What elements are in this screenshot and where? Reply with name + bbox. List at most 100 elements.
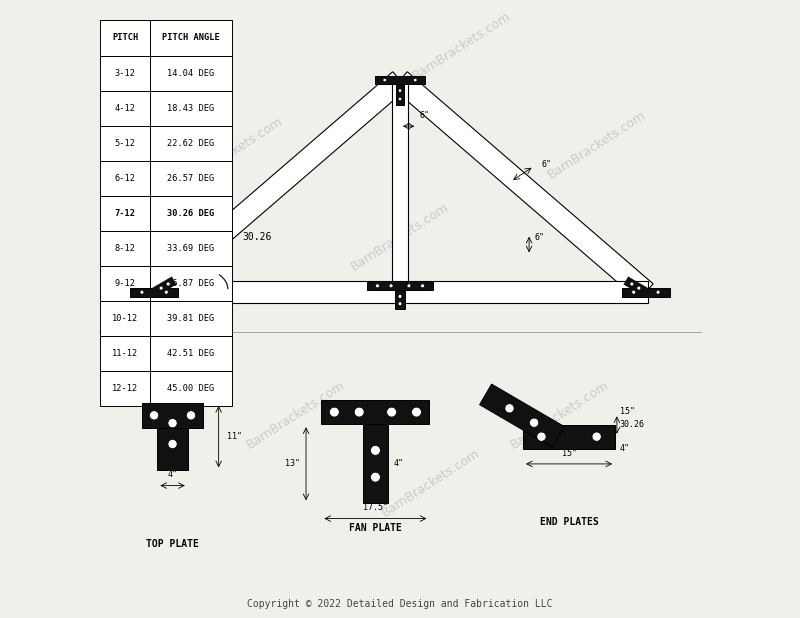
Text: 30.26: 30.26	[242, 232, 272, 242]
Circle shape	[370, 472, 380, 482]
Circle shape	[407, 284, 411, 288]
Bar	[150, 125, 231, 161]
Circle shape	[637, 286, 641, 290]
FancyBboxPatch shape	[395, 290, 405, 309]
Bar	[150, 56, 231, 91]
Text: BarnBrackets.com: BarnBrackets.com	[244, 379, 347, 452]
Text: 5-12: 5-12	[114, 138, 136, 148]
FancyBboxPatch shape	[158, 403, 188, 470]
Circle shape	[150, 411, 158, 420]
Circle shape	[411, 407, 422, 417]
Bar	[100, 196, 150, 231]
Text: 33.69 DEG: 33.69 DEG	[167, 243, 214, 253]
Bar	[100, 371, 150, 406]
Circle shape	[632, 290, 636, 294]
Text: 36.87 DEG: 36.87 DEG	[167, 279, 214, 288]
FancyBboxPatch shape	[142, 403, 203, 428]
Circle shape	[386, 407, 397, 417]
Text: 6": 6"	[420, 111, 430, 120]
Text: BarnBrackets.com: BarnBrackets.com	[508, 379, 611, 452]
Circle shape	[592, 432, 602, 441]
Circle shape	[159, 286, 163, 290]
Polygon shape	[393, 72, 653, 300]
Circle shape	[421, 284, 425, 288]
FancyBboxPatch shape	[322, 400, 430, 425]
Text: BarnBrackets.com: BarnBrackets.com	[546, 108, 648, 181]
Bar	[150, 266, 231, 301]
FancyBboxPatch shape	[396, 84, 404, 105]
Circle shape	[398, 294, 402, 298]
Text: 12-12: 12-12	[112, 384, 138, 393]
Text: END PLATES: END PLATES	[540, 517, 598, 527]
Text: 6": 6"	[534, 233, 544, 242]
Text: 11-12: 11-12	[112, 349, 138, 358]
Circle shape	[330, 407, 339, 417]
Bar	[100, 336, 150, 371]
Bar	[100, 20, 150, 56]
Circle shape	[375, 284, 379, 288]
Text: BarnBrackets.com: BarnBrackets.com	[410, 10, 513, 83]
Circle shape	[414, 78, 417, 82]
Bar	[100, 161, 150, 196]
Polygon shape	[623, 276, 648, 296]
Text: 4": 4"	[394, 459, 404, 468]
FancyBboxPatch shape	[130, 287, 178, 297]
Circle shape	[354, 407, 364, 417]
Circle shape	[630, 282, 634, 286]
Polygon shape	[147, 72, 407, 300]
Text: 13": 13"	[285, 459, 300, 468]
Polygon shape	[392, 83, 408, 281]
Bar	[150, 161, 231, 196]
Text: FAN PLATE: FAN PLATE	[349, 523, 402, 533]
Polygon shape	[479, 384, 564, 447]
FancyBboxPatch shape	[374, 76, 426, 84]
Bar	[150, 231, 231, 266]
Text: 18.43 DEG: 18.43 DEG	[167, 104, 214, 112]
Text: 22.62 DEG: 22.62 DEG	[167, 138, 214, 148]
Text: 4-12: 4-12	[114, 104, 136, 112]
Text: 15": 15"	[562, 449, 577, 458]
Text: 4": 4"	[167, 470, 178, 480]
Circle shape	[505, 404, 514, 413]
Bar	[150, 196, 231, 231]
Text: Copyright © 2022 Detailed Design and Fabrication LLC: Copyright © 2022 Detailed Design and Fab…	[247, 599, 553, 609]
Text: BarnBrackets.com: BarnBrackets.com	[182, 114, 286, 187]
Text: 45.00 DEG: 45.00 DEG	[167, 384, 214, 393]
Circle shape	[166, 282, 170, 286]
Circle shape	[164, 290, 168, 294]
Text: 15": 15"	[620, 407, 634, 416]
Circle shape	[168, 439, 177, 449]
Circle shape	[186, 411, 195, 420]
FancyBboxPatch shape	[363, 425, 388, 503]
Bar	[150, 336, 231, 371]
Text: 10-12: 10-12	[112, 314, 138, 323]
Circle shape	[383, 78, 386, 82]
Text: 7-12: 7-12	[114, 209, 136, 218]
Circle shape	[537, 432, 546, 441]
Bar	[150, 371, 231, 406]
Circle shape	[389, 284, 393, 288]
Polygon shape	[152, 281, 648, 303]
Bar	[100, 91, 150, 125]
Bar	[100, 125, 150, 161]
Text: BarnBrackets.com: BarnBrackets.com	[349, 200, 451, 273]
Text: TOP PLATE: TOP PLATE	[146, 540, 199, 549]
Text: 26.57 DEG: 26.57 DEG	[167, 174, 214, 183]
Text: 42.51 DEG: 42.51 DEG	[167, 349, 214, 358]
Bar	[150, 20, 231, 56]
Circle shape	[398, 302, 402, 306]
Bar	[100, 266, 150, 301]
Text: 30.26 DEG: 30.26 DEG	[167, 209, 214, 218]
Text: PITCH: PITCH	[112, 33, 138, 43]
Text: 17.5": 17.5"	[363, 504, 388, 512]
Bar	[150, 91, 231, 125]
Circle shape	[370, 446, 380, 455]
Text: 6": 6"	[542, 160, 551, 169]
FancyBboxPatch shape	[622, 287, 670, 297]
Text: 14.04 DEG: 14.04 DEG	[167, 69, 214, 77]
Text: 3-12: 3-12	[114, 69, 136, 77]
Text: 8-12: 8-12	[114, 243, 136, 253]
FancyBboxPatch shape	[523, 425, 615, 449]
Text: 9-12: 9-12	[114, 279, 136, 288]
Circle shape	[656, 290, 660, 294]
